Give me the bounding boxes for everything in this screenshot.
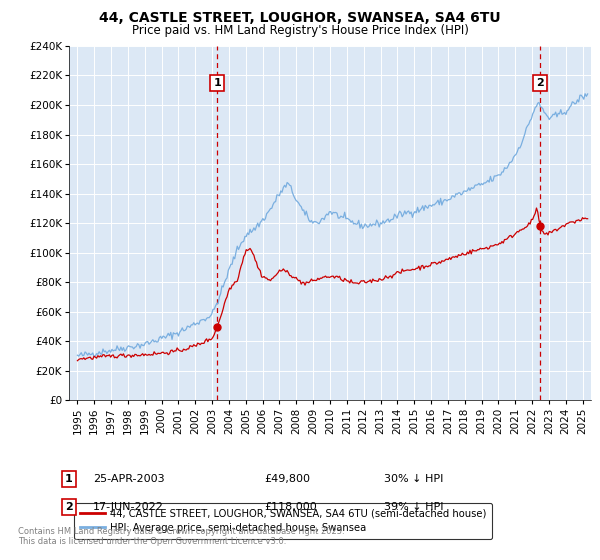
Text: £118,000: £118,000 [264, 502, 317, 512]
Text: 2: 2 [65, 502, 73, 512]
Text: £49,800: £49,800 [264, 474, 310, 484]
Text: Price paid vs. HM Land Registry's House Price Index (HPI): Price paid vs. HM Land Registry's House … [131, 24, 469, 36]
Text: 17-JUN-2022: 17-JUN-2022 [93, 502, 164, 512]
Text: 1: 1 [214, 78, 221, 88]
Legend: 44, CASTLE STREET, LOUGHOR, SWANSEA, SA4 6TU (semi-detached house), HPI: Average: 44, CASTLE STREET, LOUGHOR, SWANSEA, SA4… [74, 503, 493, 539]
Text: Contains HM Land Registry data © Crown copyright and database right 2025.
This d: Contains HM Land Registry data © Crown c… [18, 526, 344, 546]
Text: 1: 1 [65, 474, 73, 484]
Text: 25-APR-2003: 25-APR-2003 [93, 474, 164, 484]
Text: 39% ↓ HPI: 39% ↓ HPI [384, 502, 443, 512]
Text: 30% ↓ HPI: 30% ↓ HPI [384, 474, 443, 484]
Text: 44, CASTLE STREET, LOUGHOR, SWANSEA, SA4 6TU: 44, CASTLE STREET, LOUGHOR, SWANSEA, SA4… [99, 11, 501, 25]
Text: 2: 2 [536, 78, 544, 88]
